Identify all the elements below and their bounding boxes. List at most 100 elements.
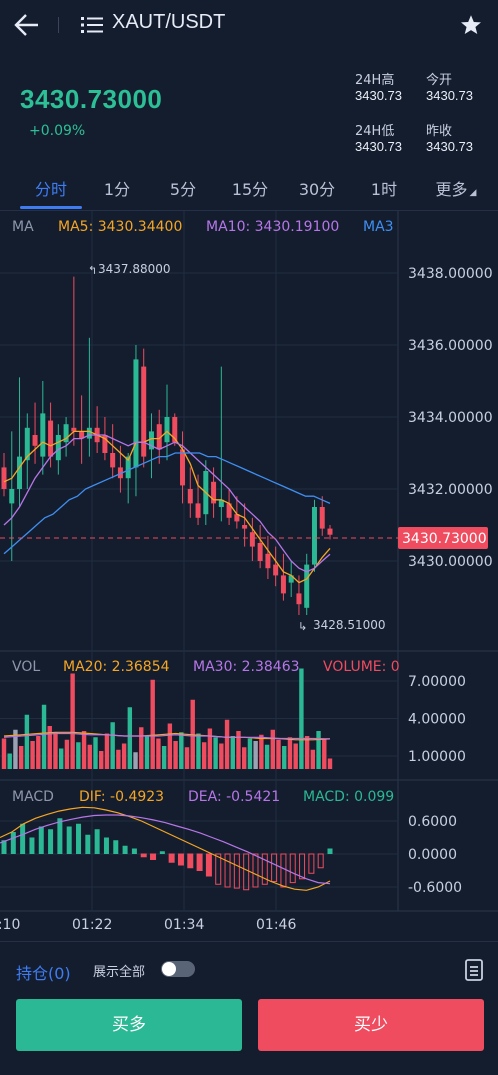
macd-bar <box>252 853 259 888</box>
candle-body <box>117 467 123 479</box>
macd-bar <box>308 853 315 874</box>
arrow-left-icon <box>14 14 38 36</box>
candle-body <box>102 435 108 453</box>
vol-legend-volume: VOLUME: 0 <box>323 659 400 675</box>
candle-body <box>9 489 15 504</box>
tab-timeshare[interactable]: 分时 <box>34 180 67 199</box>
candle-body <box>79 431 85 439</box>
order-history-button[interactable] <box>464 958 484 982</box>
volume-bar <box>253 741 258 769</box>
tab-30min[interactable]: 30分 <box>298 180 336 199</box>
main-legend-ma5: MA5: 3430.34400 <box>58 219 182 235</box>
candle-body <box>156 424 162 450</box>
candle-body <box>234 514 240 522</box>
volume-bar <box>70 673 75 769</box>
macd-bar <box>48 829 54 854</box>
candle-body <box>296 593 302 605</box>
macd-bar <box>38 826 44 854</box>
ma30-line <box>3 452 331 555</box>
price-tick-label: 3432.00000 <box>408 482 493 498</box>
volume-bar <box>173 741 178 769</box>
pair-menu-button[interactable] <box>80 14 104 36</box>
price-tick-label: 3436.00000 <box>408 338 493 354</box>
buy-long-button[interactable]: 买多 <box>16 999 242 1051</box>
tab-5min[interactable]: 5分 <box>169 180 197 199</box>
tab-15min[interactable]: 15分 <box>231 180 269 199</box>
volume-bar <box>110 722 115 769</box>
positions-tab[interactable]: 持仓(0) <box>16 964 71 983</box>
tab-more[interactable]: 更多 ◢ <box>428 176 484 200</box>
volume-bar <box>196 733 201 769</box>
candle-body <box>187 489 193 504</box>
candle-body <box>71 427 77 432</box>
tab-1hour[interactable]: 1时 <box>370 180 398 199</box>
ma10-line <box>3 434 331 573</box>
top-bar: XAUT/USDT <box>0 0 498 50</box>
candle-body <box>280 575 286 594</box>
macd-bar <box>131 848 137 854</box>
macd-bar <box>327 848 333 854</box>
chart-canvas[interactable]: MA MA5: 3430.34400 MA10: 3430.19100 MA3 … <box>0 211 498 941</box>
pair-title[interactable]: XAUT/USDT <box>112 11 226 33</box>
macd-bar <box>317 853 324 869</box>
candle-body <box>164 417 170 443</box>
volume-bar <box>219 743 224 769</box>
vol-tick-label: 7.00000 <box>408 674 466 690</box>
time-tick-label: 01:22 <box>72 917 112 933</box>
candle-body <box>257 543 263 561</box>
volume-bar <box>201 742 207 769</box>
volume-bar <box>36 736 41 769</box>
volume-bar <box>99 751 104 769</box>
volume-bar <box>287 737 293 769</box>
ma-lines <box>3 430 331 584</box>
current-price-badge <box>398 527 488 549</box>
macd-bar <box>76 823 82 854</box>
time-tick-label: 01:10 <box>0 917 20 933</box>
macd-series <box>0 806 333 891</box>
volume-bar <box>264 744 270 769</box>
candle-body <box>148 431 154 450</box>
star-icon <box>461 15 481 34</box>
candle-body <box>172 417 178 443</box>
candle-body <box>24 427 30 461</box>
macd-bar <box>85 834 91 854</box>
show-all-label: 展示全部 <box>93 965 146 980</box>
tab-more-label: 更多 <box>435 180 468 199</box>
macd-bar <box>113 840 119 854</box>
macd-bar <box>205 853 212 877</box>
macd-bar <box>187 853 194 869</box>
candle-body <box>304 564 310 608</box>
sell-short-button[interactable]: 买少 <box>258 999 484 1051</box>
volume-bar <box>24 714 30 769</box>
candle-body <box>273 564 279 576</box>
volume-bar <box>144 736 150 769</box>
volume-bar <box>64 739 70 769</box>
vol-tick-label: 1.00000 <box>408 749 466 765</box>
favorite-button[interactable] <box>458 12 484 38</box>
volume-bar <box>293 743 298 769</box>
candle-body <box>211 481 217 504</box>
macd-bar <box>1 840 7 854</box>
volume-bar <box>1 738 7 769</box>
low-marker-label: 3428.51000 <box>313 618 386 632</box>
volume-bar <box>327 758 333 769</box>
vol-ma30-line <box>3 732 331 740</box>
volume-series <box>1 668 333 769</box>
toggle-knob <box>162 962 176 976</box>
vol-tick-label: 4.00000 <box>408 712 466 728</box>
show-all-toggle[interactable] <box>161 961 195 977</box>
tab-1min[interactable]: 1分 <box>103 180 131 199</box>
main-legend-ma: MA <box>12 219 34 235</box>
volume-bar <box>76 742 81 769</box>
macd-tick-label: 0.6000 <box>408 814 457 830</box>
volume-bar <box>150 679 155 769</box>
stat-label-today-open: 今开 <box>426 73 453 88</box>
macd-bar <box>215 853 222 885</box>
candle-body <box>180 449 186 486</box>
volume-bar <box>282 746 287 769</box>
back-button[interactable] <box>12 10 42 40</box>
candle-body <box>288 575 294 583</box>
kline-chart[interactable]: MA MA5: 3430.34400 MA10: 3430.19100 MA3 … <box>0 211 498 941</box>
candle-body <box>40 413 46 457</box>
candle-body <box>1 467 7 489</box>
